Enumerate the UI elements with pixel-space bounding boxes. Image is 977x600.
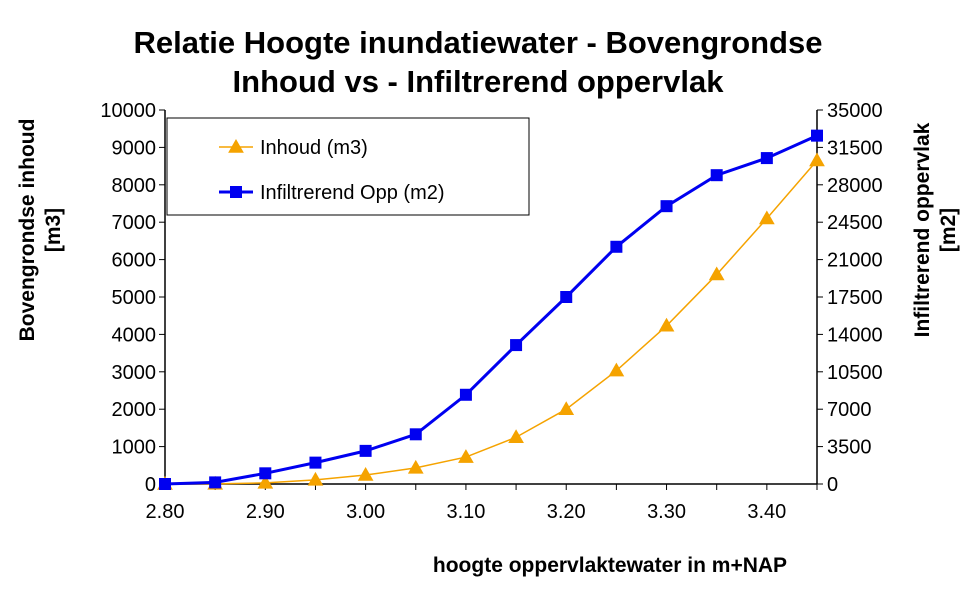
left-axis-title: Bovengrondse inhoud [m3] xyxy=(16,119,65,342)
x-tick-label: 3.30 xyxy=(647,501,686,523)
data-point xyxy=(560,291,573,303)
series-layer xyxy=(157,129,825,490)
series-line xyxy=(164,159,818,485)
left-tick-label: 8000 xyxy=(112,175,157,197)
right-axis-title: Infiltrerend oppervlak [m2] xyxy=(911,122,960,337)
data-point xyxy=(558,401,575,415)
data-point xyxy=(259,467,272,480)
right-tick-label: 0 xyxy=(827,474,838,496)
data-point xyxy=(257,474,274,489)
data-point xyxy=(159,478,171,490)
left-tick-label: 6000 xyxy=(112,250,157,272)
left-tick-label: 3000 xyxy=(112,362,157,384)
right-tick-label: 21000 xyxy=(827,250,883,272)
legend-swatch-marker xyxy=(230,186,242,198)
right-tick-label: 17500 xyxy=(827,287,883,309)
legend-box xyxy=(166,117,530,216)
x-axis-title: hoogte oppervlaktewater in m+NAP xyxy=(433,554,787,577)
right-tick-label: 28000 xyxy=(827,175,883,197)
left-tick-label: 7000 xyxy=(112,212,157,234)
chart-title-line-1: Relatie Hoogte inundatiewater - Bovengro… xyxy=(134,25,823,60)
data-point xyxy=(809,152,825,167)
data-point xyxy=(508,429,524,443)
data-point xyxy=(309,456,322,469)
right-axis-title-line-2: [m2] xyxy=(937,208,960,252)
legend-entry: Infiltrerend Opp (m2) xyxy=(219,182,445,204)
legend-label: Infiltrerend Opp (m2) xyxy=(260,182,445,204)
right-tick-label: 3500 xyxy=(827,437,872,459)
chart-title-line-2: Inhoud vs - Infiltrerend oppervlak xyxy=(233,64,725,99)
data-point xyxy=(710,169,723,182)
x-tick-label: 2.90 xyxy=(246,501,285,523)
legend: Inhoud (m3) Infiltrerend Opp (m2) xyxy=(166,117,530,216)
series-line xyxy=(164,134,818,486)
right-axis-title-line-1: Infiltrerend oppervlak xyxy=(911,122,934,337)
data-point xyxy=(758,210,775,225)
data-point xyxy=(459,388,472,401)
legend-entry: Inhoud (m3) xyxy=(219,137,368,159)
left-tick-label: 4000 xyxy=(112,324,157,346)
data-point xyxy=(209,476,222,489)
data-point xyxy=(409,428,422,441)
left-tick-label: 0 xyxy=(145,474,156,496)
left-axis-title-line-2: [m3] xyxy=(42,208,65,252)
chart-title: Relatie Hoogte inundatiewater - Bovengro… xyxy=(134,25,823,99)
left-tick-label: 9000 xyxy=(112,137,157,159)
data-point xyxy=(458,449,474,463)
legend-swatch-marker xyxy=(228,138,244,153)
right-tick-label: 24500 xyxy=(827,212,883,234)
data-point xyxy=(760,152,773,165)
left-tick-label: 2000 xyxy=(112,399,157,421)
data-point xyxy=(660,200,673,213)
x-tick-label: 3.00 xyxy=(346,501,385,523)
legend-entries: Inhoud (m3) Infiltrerend Opp (m2) xyxy=(219,137,445,204)
right-tick-label: 14000 xyxy=(827,324,883,346)
left-axis-title-line-1: Bovengrondse inhoud xyxy=(16,119,39,342)
right-tick-label: 31500 xyxy=(827,137,883,159)
data-point xyxy=(708,266,725,281)
series-infiltrerend-opp xyxy=(159,129,823,490)
legend-label: Inhoud (m3) xyxy=(260,137,368,159)
data-point xyxy=(307,471,324,486)
axes: 0 1000 2000 3000 4000 5000 6000 7000 8000 9000 100… xyxy=(100,100,882,523)
left-tick-label: 1000 xyxy=(112,437,157,459)
data-point xyxy=(357,467,374,481)
left-tick-label: 10000 xyxy=(100,100,156,122)
data-point xyxy=(610,240,623,253)
right-tick-label: 10500 xyxy=(827,362,883,384)
series-inhoud xyxy=(157,152,825,490)
data-point xyxy=(510,339,523,352)
data-point xyxy=(658,317,675,332)
x-tick-label: 2.80 xyxy=(146,501,185,523)
data-point xyxy=(407,459,424,474)
data-point xyxy=(608,362,625,377)
left-tick-label: 5000 xyxy=(112,287,157,309)
x-tick-label: 3.20 xyxy=(547,501,586,523)
x-tick-label: 3.40 xyxy=(747,501,786,523)
data-point xyxy=(811,129,823,142)
right-tick-label: 35000 xyxy=(827,100,883,122)
right-tick-label: 7000 xyxy=(827,399,872,421)
x-tick-label: 3.10 xyxy=(446,501,485,523)
data-point xyxy=(359,444,372,457)
